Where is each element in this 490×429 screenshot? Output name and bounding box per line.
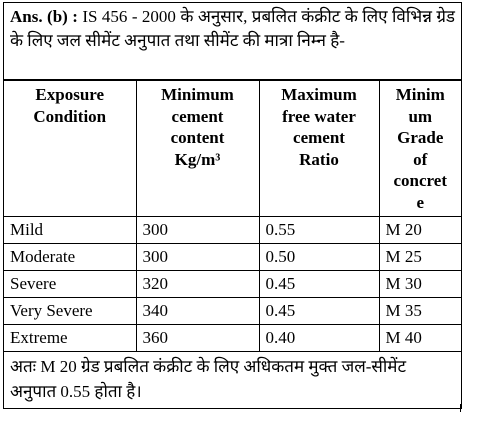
header-line: concret <box>393 171 448 190</box>
header-line: cement <box>171 106 224 126</box>
table-cell: M 35 <box>378 297 461 325</box>
header-line: Minim <box>395 85 445 104</box>
footer: अतः M 20 ग्रेड प्रबलित कंक्रीट के लिए अध… <box>10 357 407 401</box>
table-cell: M 20 <box>378 216 461 244</box>
header-line: um <box>408 106 433 126</box>
header-line: Grade <box>397 128 444 147</box>
header-line: content <box>170 128 225 147</box>
header-line: e <box>416 192 425 212</box>
header-line: Exposure <box>35 85 105 104</box>
table-cell: 0.40 <box>258 324 380 352</box>
table-cell: Extreme <box>4 324 137 352</box>
table-cell: 0.55 <box>258 216 380 244</box>
table-cell: 360 <box>135 324 260 352</box>
table-body: Mild 300 0.55 M 20 Moderate 300 0.50 M 25 Severe… <box>4 216 461 352</box>
header-line: of <box>413 149 428 169</box>
answer-box: Ans. (b) : IS 456 - 2000 के अनुसार, प्रब… <box>3 2 462 409</box>
table-cell: M 40 <box>378 324 461 352</box>
header-line: Condition <box>33 106 107 126</box>
table-cell: 320 <box>135 270 260 298</box>
table-cell: Severe <box>4 270 137 298</box>
table-cell: 300 <box>135 243 260 271</box>
header-line: Kg/m³ <box>174 149 221 169</box>
table-cell: M 25 <box>378 243 461 271</box>
intro: Ans. (b) : IS 456 - 2000 के अनुसार, प्रब… <box>4 3 461 80</box>
header-line: Minimum <box>161 85 234 104</box>
table-cell: M 30 <box>378 270 461 298</box>
table-row: Mild 300 0.55 M 20 <box>4 216 461 244</box>
table-row: Very Severe 340 0.45 M 35 <box>4 297 461 325</box>
table-cell: Very Severe <box>4 297 137 325</box>
table-row: Extreme 360 0.40 M 40 <box>4 324 461 352</box>
table-cell: 0.45 <box>258 270 380 298</box>
table-cell: 0.45 <box>258 297 380 325</box>
table-cell: Mild <box>4 216 137 244</box>
border-tick <box>460 404 461 412</box>
table-cell: 300 <box>135 216 260 244</box>
table-cell: Moderate <box>4 243 137 271</box>
header-cell: Maximum free water cement Ratio <box>258 80 380 217</box>
header-line: Ratio <box>299 149 339 169</box>
intro-text: IS 456 - 2000 के अनुसार, प्रबलित कंक्रीट… <box>10 7 455 50</box>
table-cell: 340 <box>135 297 260 325</box>
table-row: Severe 320 0.45 M 30 <box>4 270 461 298</box>
header-line: free water <box>282 106 356 126</box>
header-cell: Minim um Grade of concret e <box>378 80 461 217</box>
header-row: Exposure Condition Minimum cement content Kg/… <box>4 80 461 217</box>
header-line: cement <box>293 128 345 147</box>
table-row: Moderate 300 0.50 M 25 <box>4 243 461 271</box>
header-cell: Exposure Condition <box>4 80 137 217</box>
header-line: Maximum <box>281 85 357 104</box>
header-cell: Minimum cement content Kg/m³ <box>135 80 260 217</box>
table: Exposure Condition Minimum cement content Kg/… <box>4 80 461 352</box>
table-cell: 0.50 <box>258 243 380 271</box>
answer-label: Ans. (b) : <box>10 7 78 26</box>
